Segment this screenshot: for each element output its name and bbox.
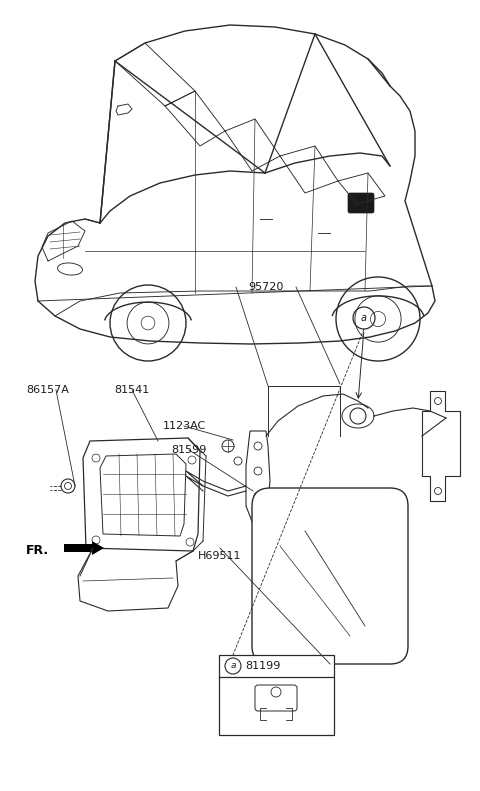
FancyArrow shape [64,541,104,555]
Circle shape [371,312,385,327]
Circle shape [141,316,155,330]
FancyBboxPatch shape [255,685,297,711]
FancyBboxPatch shape [252,488,408,664]
Bar [219,655,334,735]
Text: a: a [230,661,236,671]
Text: H69511: H69511 [198,551,242,561]
Text: a: a [361,313,367,323]
Text: 81199: 81199 [245,661,281,671]
FancyBboxPatch shape [348,193,374,213]
Text: FR.: FR. [26,543,49,557]
Text: 81541: 81541 [114,385,150,395]
Text: 81599: 81599 [171,445,207,455]
Text: 95720: 95720 [248,282,284,292]
Text: 86157A: 86157A [26,385,69,395]
Text: 1123AC: 1123AC [162,421,205,431]
